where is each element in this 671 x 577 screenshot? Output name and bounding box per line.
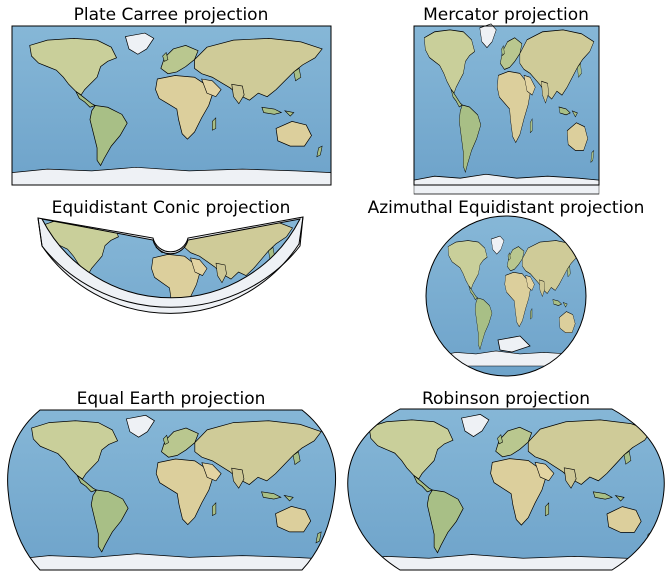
map-frame — [41, 218, 301, 299]
map-frame — [413, 25, 600, 186]
map-frame — [425, 215, 587, 377]
map-mercator — [413, 23, 600, 195]
map-equidistant-conic — [37, 216, 304, 314]
map-equal-earth — [7, 409, 337, 571]
map-azimuthal-equidistant — [425, 215, 587, 377]
map-plate-carree — [11, 25, 332, 186]
panel-title-azimuthal-equidistant: Azimuthal Equidistant projection — [367, 198, 645, 218]
map-frame — [11, 25, 332, 186]
panel-title-equal-earth: Equal Earth projection — [76, 389, 266, 409]
panel-title-equidistant-conic: Equidistant Conic projection — [51, 198, 291, 218]
map-frame — [7, 409, 337, 571]
map-frame — [347, 408, 665, 571]
panel-title-plate-carree: Plate Carree projection — [73, 5, 269, 25]
panel-title-robinson: Robinson projection — [421, 389, 591, 409]
panel-title-mercator: Mercator projection — [423, 5, 589, 25]
map-robinson — [347, 408, 665, 571]
